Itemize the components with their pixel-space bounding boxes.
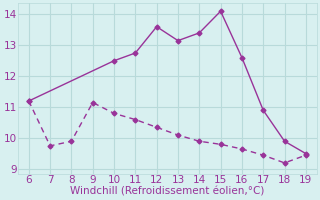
X-axis label: Windchill (Refroidissement éolien,°C): Windchill (Refroidissement éolien,°C) — [70, 187, 265, 197]
